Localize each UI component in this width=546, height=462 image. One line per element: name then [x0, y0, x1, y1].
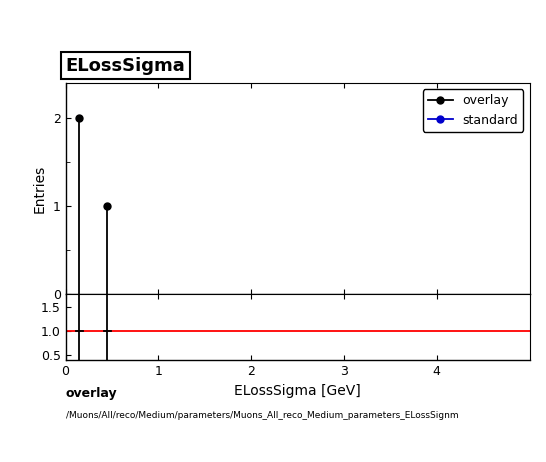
- Text: overlay: overlay: [66, 387, 117, 400]
- X-axis label: ELossSigma [GeV]: ELossSigma [GeV]: [234, 384, 361, 398]
- Legend: overlay, standard: overlay, standard: [423, 90, 524, 132]
- Text: ELossSigma: ELossSigma: [66, 57, 185, 75]
- Text: /Muons/All/reco/Medium/parameters/Muons_All_reco_Medium_parameters_ELossSignm: /Muons/All/reco/Medium/parameters/Muons_…: [66, 412, 458, 420]
- Y-axis label: Entries: Entries: [33, 164, 47, 213]
